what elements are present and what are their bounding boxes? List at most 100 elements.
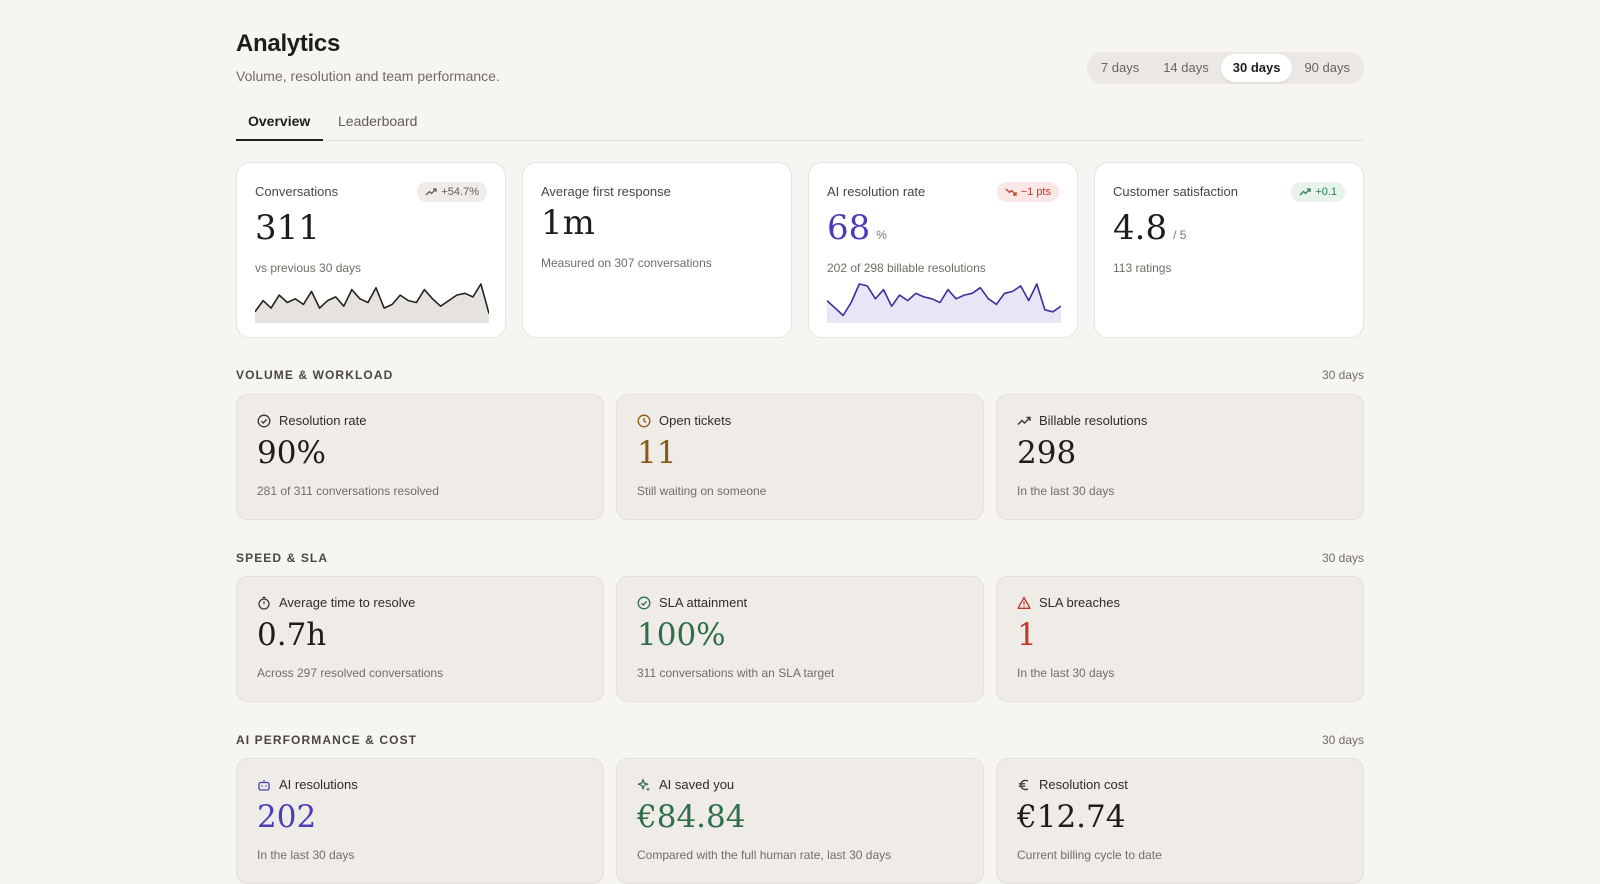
range-option-90-days[interactable]: 90 days xyxy=(1304,60,1350,75)
date-range-selector: 7 days 14 days 30 days 90 days xyxy=(1086,52,1364,84)
trend-badge-text: −1 pts xyxy=(1020,186,1051,198)
kpi-subtext: vs previous 30 days xyxy=(255,261,362,275)
kpi-value-number: 68 xyxy=(827,208,871,248)
stat-label: SLA attainment xyxy=(659,595,748,610)
active-tab-indicator xyxy=(236,139,323,141)
stat-header: Resolution cost xyxy=(1017,777,1128,792)
trend-badge: +54.7% xyxy=(417,182,487,202)
stat-value: €12.74 xyxy=(1017,799,1126,835)
euro-icon xyxy=(1018,779,1029,790)
stat-subtext: 281 of 311 conversations resolved xyxy=(257,484,439,498)
stat-card-sla-attainment: SLA attainment 100% 311 conversations wi… xyxy=(616,576,984,702)
stat-label: Resolution rate xyxy=(279,413,367,428)
stat-label: SLA breaches xyxy=(1039,595,1120,610)
check-circle-icon xyxy=(257,414,271,427)
range-option-14-days[interactable]: 14 days xyxy=(1163,60,1209,75)
trend-badge-text: +0.1 xyxy=(1315,186,1337,198)
kpi-value: 4.8 / 5 xyxy=(1113,208,1186,248)
ai-resolution-sparkline xyxy=(827,283,1061,323)
stat-card-resolution-cost: Resolution cost €12.74 Current billing c… xyxy=(996,758,1364,884)
stat-header: SLA attainment xyxy=(637,595,747,610)
stat-subtext: 311 conversations with an SLA target xyxy=(637,666,835,680)
stat-value: 202 xyxy=(257,799,317,835)
trend-up-icon xyxy=(1299,188,1311,196)
range-option-7-days[interactable]: 7 days xyxy=(1100,60,1140,75)
section-range-volume: 30 days xyxy=(1321,368,1364,382)
stat-header: Open tickets xyxy=(637,413,731,428)
check-circle-icon xyxy=(637,596,651,609)
stat-label: AI saved you xyxy=(659,777,735,792)
trend-up-icon xyxy=(1017,416,1031,425)
stat-header: Average time to resolve xyxy=(257,595,415,610)
page-title: Analytics xyxy=(236,30,341,57)
section-range-speed: 30 days xyxy=(1321,551,1364,565)
trend-badge: −1 pts xyxy=(996,182,1059,202)
sparkline-area xyxy=(255,284,489,323)
stat-label: Billable resolutions xyxy=(1039,413,1148,428)
kpi-value-suffix: % xyxy=(876,228,887,242)
kpi-label: Average first response xyxy=(541,184,671,199)
stat-label: AI resolutions xyxy=(279,777,358,792)
stat-header: AI resolutions xyxy=(257,777,358,792)
kpi-card-first-response: Average first response 1m Measured on 30… xyxy=(522,162,792,338)
stat-card-resolution-rate: Resolution rate 90% 281 of 311 conversat… xyxy=(236,394,604,520)
stat-subtext: In the last 30 days xyxy=(1017,666,1115,680)
range-option-30-days[interactable]: 30 days xyxy=(1220,54,1293,82)
stat-card-billable-resolutions: Billable resolutions 298 In the last 30 … xyxy=(996,394,1364,520)
page-subtitle: Volume, resolution and team performance. xyxy=(236,68,500,84)
stat-header: Resolution rate xyxy=(257,413,366,428)
kpi-subtext: 113 ratings xyxy=(1113,261,1172,275)
robot-icon xyxy=(258,779,270,791)
stat-label: Open tickets xyxy=(659,413,732,428)
sparkline-area xyxy=(827,284,1061,323)
section-range-ai: 30 days xyxy=(1321,733,1364,747)
kpi-value-number: 4.8 xyxy=(1113,208,1168,248)
stat-header: SLA breaches xyxy=(1017,595,1120,610)
stat-label: Resolution cost xyxy=(1039,777,1128,792)
stat-label: Average time to resolve xyxy=(279,595,416,610)
stat-value: 11 xyxy=(637,435,677,471)
analytics-page: Analytics Volume, resolution and team pe… xyxy=(236,0,1364,884)
stat-subtext: Still waiting on someone xyxy=(637,484,767,498)
kpi-label: AI resolution rate xyxy=(827,184,926,199)
kpi-subtext: Measured on 307 conversations xyxy=(541,256,712,270)
kpi-subtext: 202 of 298 billable resolutions xyxy=(827,261,986,275)
stat-subtext: In the last 30 days xyxy=(1017,484,1115,498)
stopwatch-icon xyxy=(258,596,270,610)
stat-header: AI saved you xyxy=(637,777,734,792)
trend-badge-text: +54.7% xyxy=(441,186,479,198)
page-header: Analytics Volume, resolution and team pe… xyxy=(236,28,1364,88)
section-title-speed: SPEED & SLA xyxy=(236,551,329,565)
stat-subtext: Compared with the full human rate, last … xyxy=(637,848,892,862)
trend-down-icon xyxy=(1005,188,1017,196)
kpi-label: Conversations xyxy=(255,184,339,199)
conversations-sparkline xyxy=(255,283,489,323)
kpi-value: 1m xyxy=(541,203,595,243)
stat-subtext: Across 297 resolved conversations xyxy=(257,666,444,680)
stat-value: 1 xyxy=(1017,617,1037,653)
stat-value: €84.84 xyxy=(637,799,746,835)
trend-badge: +0.1 xyxy=(1291,182,1345,202)
section-title-ai: AI PERFORMANCE & COST xyxy=(236,733,418,747)
sparkline-line xyxy=(827,283,1061,317)
stat-value: 100% xyxy=(637,617,726,653)
kpi-value: 311 xyxy=(255,208,320,248)
stat-subtext: In the last 30 days xyxy=(257,848,355,862)
stat-header: Billable resolutions xyxy=(1017,413,1147,428)
tab-bar: Overview Leaderboard xyxy=(236,108,1364,141)
sparkline-line xyxy=(255,283,489,314)
section-title-volume: VOLUME & WORKLOAD xyxy=(236,368,394,382)
kpi-row: Conversations +54.7% 311 vs previous 30 … xyxy=(236,162,1364,338)
stat-card-time-to-resolve: Average time to resolve 0.7h Across 297 … xyxy=(236,576,604,702)
stat-card-open-tickets: Open tickets 11 Still waiting on someone xyxy=(616,394,984,520)
stat-value: 90% xyxy=(257,435,326,471)
stat-card-ai-saved: AI saved you €84.84 Compared with the fu… xyxy=(616,758,984,884)
tab-leaderboard[interactable]: Leaderboard xyxy=(338,113,418,129)
kpi-label: Customer satisfaction xyxy=(1113,184,1238,199)
tab-overview[interactable]: Overview xyxy=(248,113,311,129)
kpi-value-suffix: / 5 xyxy=(1173,228,1187,242)
clock-icon xyxy=(637,414,651,427)
stat-value: 298 xyxy=(1017,435,1077,471)
kpi-card-ai-resolution-rate: AI resolution rate −1 pts 68% 202 of 298… xyxy=(808,162,1078,338)
kpi-card-customer-satisfaction: Customer satisfaction +0.1 4.8 / 5 113 ra… xyxy=(1094,162,1364,338)
